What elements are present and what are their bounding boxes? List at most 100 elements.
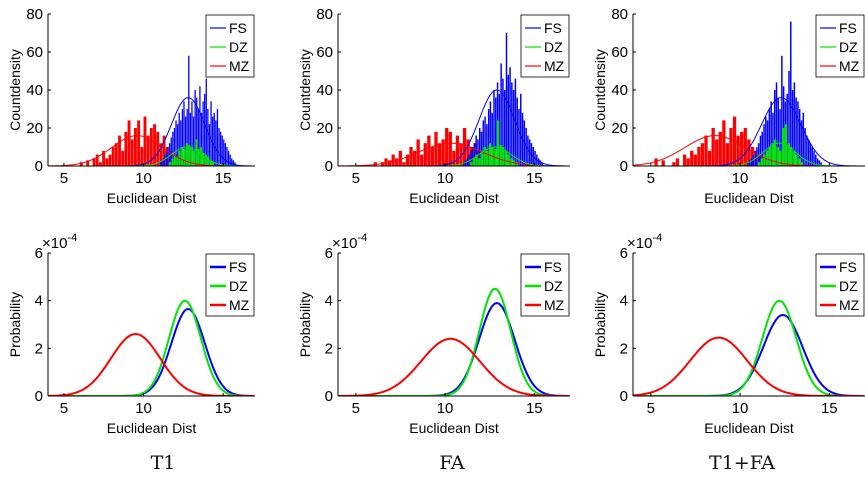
y-tick-label: 2	[35, 340, 43, 357]
histogram-bar-mz	[704, 135, 708, 166]
x-axis-label: Euclidean Dist	[409, 190, 499, 206]
histogram-bar-mz	[92, 158, 96, 166]
histogram-bar-fs	[800, 120, 803, 166]
histogram-bar-mz	[448, 131, 452, 166]
legend-label-mz: MZ	[544, 297, 565, 313]
histogram-bar-dz	[185, 143, 188, 166]
histogram-bar-mz	[137, 120, 141, 166]
histogram-bar-dz	[486, 150, 489, 166]
histogram-bar-fs	[229, 154, 231, 166]
histogram-bar-fs	[159, 162, 161, 166]
histogram-bar-mz	[384, 158, 388, 166]
x-tick-label: 5	[352, 400, 360, 417]
caption-t1: T1	[150, 452, 176, 474]
histogram-bar-mz	[722, 120, 726, 166]
histogram-bar-fs	[196, 97, 198, 166]
x-tick-label: 15	[821, 170, 838, 187]
y-tick-label: 40	[26, 82, 43, 99]
probability-curve-mz	[633, 336, 865, 396]
histogram-bar-fs	[207, 109, 209, 166]
y-tick-label: 20	[26, 120, 43, 137]
histogram-bar-fs	[231, 158, 233, 166]
histogram-bar-fs	[527, 135, 529, 166]
histogram-bar-fs	[173, 128, 176, 166]
histogram-bar-mz	[707, 150, 712, 166]
histogram-bar-mz	[690, 150, 694, 166]
histogram-bar-fs	[208, 124, 211, 166]
histogram-bar-mz	[445, 128, 449, 166]
histogram-bar-fs	[484, 116, 486, 166]
histogram-bar-fs	[175, 120, 177, 166]
histogram-bar-fs	[200, 112, 203, 166]
histogram-bar-mz	[459, 143, 463, 166]
y-axis-label: Countdensity	[592, 49, 608, 131]
histogram-bar-mz	[398, 150, 402, 166]
histogram-bar-fs	[191, 101, 193, 166]
y-tick-label: 80	[26, 6, 43, 23]
histogram-bar-dz	[779, 150, 782, 166]
y-axis-label: Countdensity	[7, 49, 23, 131]
y-tick-label: 0	[325, 158, 333, 175]
histogram-bar-fs	[816, 158, 819, 166]
x-tick-label: 10	[437, 400, 454, 417]
histogram-bar-mz	[102, 150, 106, 166]
histogram-bar-fs	[162, 158, 164, 166]
histogram-bar-fs	[790, 21, 792, 166]
histogram-bar-dz	[176, 156, 179, 166]
histogram-bar-dz	[202, 152, 205, 166]
histogram-bar-mz	[159, 143, 163, 166]
histogram-bar-fs	[750, 158, 753, 166]
probability-curve-fs	[48, 307, 255, 396]
histogram-bar-mz	[79, 162, 83, 166]
histogram-bar-mz	[86, 160, 90, 166]
histogram-bar-fs	[489, 101, 492, 166]
histogram-bar-fs	[500, 63, 502, 166]
histogram-bar-mz	[105, 158, 109, 166]
legend-box	[520, 14, 570, 78]
histogram-bar-mz	[387, 160, 392, 166]
y-axis-label: Probability	[7, 292, 23, 357]
histogram-bar-mz	[98, 162, 102, 166]
histogram-bar-mz	[452, 150, 456, 166]
histogram-bar-fs	[806, 135, 808, 166]
probability-curve-mz	[338, 337, 570, 396]
histogram-bar-fs	[777, 97, 780, 166]
y-tick-label: 4	[35, 293, 43, 310]
histogram-bar-fs	[180, 120, 182, 166]
x-axis-label: Euclidean Dist	[409, 420, 499, 436]
x-tick-label: 10	[437, 170, 454, 187]
x-tick-label: 15	[526, 170, 543, 187]
histogram-bar-dz	[773, 139, 777, 166]
y-tick-label: 60	[611, 44, 628, 61]
x-tick-label: 15	[215, 400, 232, 417]
histogram-bar-fs	[202, 101, 204, 166]
legend-label-dz: DZ	[544, 278, 563, 294]
histogram-bar-fs	[181, 109, 184, 166]
x-tick-label: 5	[60, 400, 68, 417]
y-tick-label: 2	[325, 340, 333, 357]
histogram-bar-mz	[697, 147, 701, 166]
histogram-bar-fs	[491, 112, 493, 166]
histogram-bar-mz	[466, 139, 470, 166]
y-tick-label: 0	[35, 158, 43, 175]
chart-hist-fa: 5 10 15 0 20 40 60 80 Euclidean Dist Countdensity…	[297, 6, 570, 206]
y-tick-label: 80	[611, 6, 628, 23]
histogram-bar-dz	[790, 147, 793, 166]
legend: FS DZ MZ	[205, 14, 255, 78]
histogram-bar-dz	[792, 150, 796, 166]
histogram-bar-fs	[503, 90, 506, 166]
histogram-bar-fs	[498, 93, 501, 166]
histogram-bar-fs	[170, 137, 172, 166]
histogram-bar-fs	[178, 112, 180, 166]
histogram-bar-mz	[729, 128, 733, 166]
histogram-bar-mz	[121, 150, 125, 166]
histogram-bar-dz	[204, 154, 207, 166]
histogram-bar-fs	[541, 162, 543, 166]
histogram-bar-mz	[146, 135, 150, 166]
histogram-bar-fs	[495, 97, 497, 166]
histogram-bar-fs	[749, 160, 751, 166]
histogram-bar-dz	[483, 147, 486, 166]
y-tick-label: 20	[316, 120, 333, 137]
x-axis-label: Euclidean Dist	[107, 420, 197, 436]
